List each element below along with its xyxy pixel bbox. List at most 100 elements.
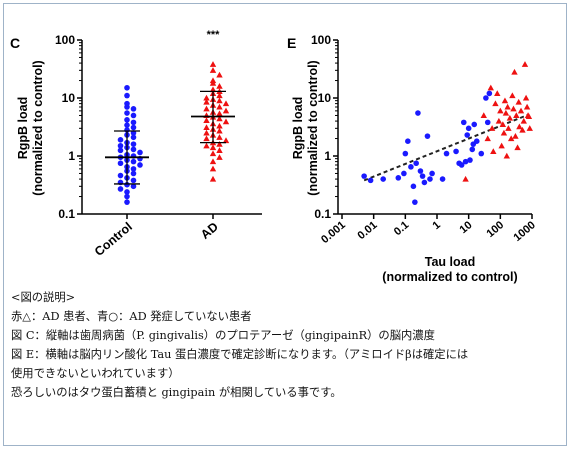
data-point-ad bbox=[222, 137, 230, 144]
data-point-ad bbox=[209, 150, 217, 157]
panel-e-y-tick-label: 1 bbox=[324, 149, 331, 163]
data-point-control bbox=[124, 117, 130, 123]
significance-annotation: *** bbox=[207, 29, 221, 41]
data-point-ad bbox=[512, 132, 519, 139]
data-point-control bbox=[486, 90, 493, 97]
panel-c-ylabel-1: RgpB load bbox=[16, 97, 30, 160]
caption-heading: <図の説明> bbox=[11, 291, 76, 304]
data-point-ad bbox=[203, 135, 210, 142]
caption-line: 図 E：横軸は脳内リン酸化 Tau 蛋白濃度で確定診断になります。（アミロイドβ… bbox=[11, 348, 469, 361]
data-point-ad bbox=[203, 142, 210, 149]
data-point-ad bbox=[498, 142, 505, 149]
data-point-control bbox=[130, 146, 137, 153]
data-point-ad bbox=[495, 117, 503, 124]
data-point-ad bbox=[209, 144, 217, 151]
data-point-ad bbox=[521, 61, 529, 67]
panel-e-x-tick-label: 100 bbox=[484, 219, 506, 240]
data-point-control bbox=[380, 176, 386, 182]
data-point-control bbox=[117, 137, 124, 143]
data-point-ad bbox=[209, 165, 217, 172]
data-point-control bbox=[124, 104, 130, 110]
data-point-ad bbox=[203, 129, 210, 136]
panel-e-x-tick-label: 10 bbox=[457, 219, 474, 236]
data-point-control bbox=[410, 183, 417, 190]
data-point-control bbox=[483, 95, 489, 101]
data-point-control bbox=[427, 176, 433, 182]
data-point-control bbox=[124, 193, 130, 200]
data-point-control bbox=[424, 133, 431, 139]
data-point-control bbox=[415, 110, 421, 116]
data-point-control bbox=[471, 121, 478, 128]
data-point-control bbox=[419, 173, 426, 179]
panel-c-x-tick-label: AD bbox=[198, 220, 221, 242]
data-point-ad bbox=[209, 86, 217, 93]
data-point-ad bbox=[203, 105, 210, 112]
panel-e-xlabel-1: Tau load bbox=[425, 255, 475, 269]
caption-line: 赤△：AD 患者、青○：AD 発症していない患者 bbox=[11, 310, 252, 323]
panel-c: C RgpB load (normalized to control) 100 1… bbox=[10, 29, 262, 259]
data-point-control bbox=[130, 112, 137, 119]
panel-c-y-tick-label: 10 bbox=[62, 91, 76, 105]
data-point-control bbox=[117, 160, 124, 167]
data-point-ad bbox=[203, 98, 210, 105]
panel-e-y-tick-label: 0.1 bbox=[314, 207, 331, 221]
data-point-ad bbox=[209, 67, 217, 73]
panel-c-ylabel-2: (normalized to control) bbox=[31, 60, 45, 195]
data-point-control bbox=[405, 138, 411, 144]
data-point-control bbox=[361, 173, 367, 179]
data-point-ad bbox=[494, 90, 501, 96]
data-point-control bbox=[408, 164, 414, 170]
data-point-ad bbox=[203, 117, 210, 124]
data-point-control bbox=[130, 166, 137, 172]
data-point-control bbox=[417, 168, 424, 174]
data-point-ad bbox=[222, 118, 230, 125]
data-point-control bbox=[130, 134, 137, 141]
data-point-ad bbox=[484, 135, 491, 142]
data-point-ad bbox=[502, 109, 510, 116]
caption-line: 使用できないといわれています） bbox=[11, 367, 180, 380]
data-point-control bbox=[130, 183, 137, 190]
data-point-ad bbox=[216, 154, 223, 160]
data-point-control bbox=[124, 110, 130, 116]
data-point-control bbox=[130, 177, 137, 184]
data-point-control bbox=[458, 162, 465, 168]
data-point-ad bbox=[522, 94, 530, 101]
data-point-ad bbox=[490, 148, 497, 154]
data-point-control bbox=[124, 92, 130, 99]
data-point-control bbox=[413, 160, 419, 167]
data-point-ad bbox=[216, 134, 223, 140]
data-point-ad bbox=[511, 68, 518, 75]
panel-c-y-tick-label: 0.1 bbox=[58, 207, 75, 221]
data-point-ad bbox=[505, 125, 512, 131]
data-point-control bbox=[130, 119, 137, 126]
data-point-control bbox=[460, 119, 467, 126]
data-point-control bbox=[478, 150, 485, 157]
panel-e-x-tick-label: 0.001 bbox=[319, 219, 348, 246]
data-point-ad bbox=[520, 117, 527, 124]
data-point-control bbox=[124, 122, 130, 128]
data-point-control bbox=[439, 176, 446, 182]
panel-c-label: C bbox=[10, 35, 20, 51]
panel-e-y-tick-label: 10 bbox=[318, 91, 332, 105]
panel-e-x-tick-label: 1 bbox=[431, 219, 443, 232]
data-point-ad bbox=[209, 61, 217, 67]
panel-e: E RgpB load (normalized to control) 1001… bbox=[287, 33, 538, 284]
data-point-ad bbox=[216, 140, 223, 147]
data-point-control bbox=[395, 175, 402, 181]
panel-e-x-tick-label: 0.1 bbox=[392, 219, 411, 238]
data-point-ad bbox=[209, 79, 217, 86]
data-point-control bbox=[484, 119, 491, 126]
data-point-ad bbox=[216, 110, 223, 117]
data-point-control bbox=[453, 148, 459, 155]
data-point-ad bbox=[487, 84, 495, 91]
data-point-ad bbox=[209, 175, 217, 182]
data-point-control bbox=[130, 170, 137, 177]
data-point-control bbox=[467, 157, 473, 163]
data-point-ad bbox=[504, 103, 511, 110]
data-point-ad bbox=[514, 144, 521, 151]
data-point-control bbox=[473, 138, 480, 144]
data-point-control bbox=[462, 158, 469, 165]
caption-line: 恐ろしいのはタウ蛋白蓄積と gingipain が相関している事です。 bbox=[11, 386, 342, 399]
data-point-control bbox=[469, 146, 476, 153]
data-point-ad bbox=[510, 105, 517, 112]
